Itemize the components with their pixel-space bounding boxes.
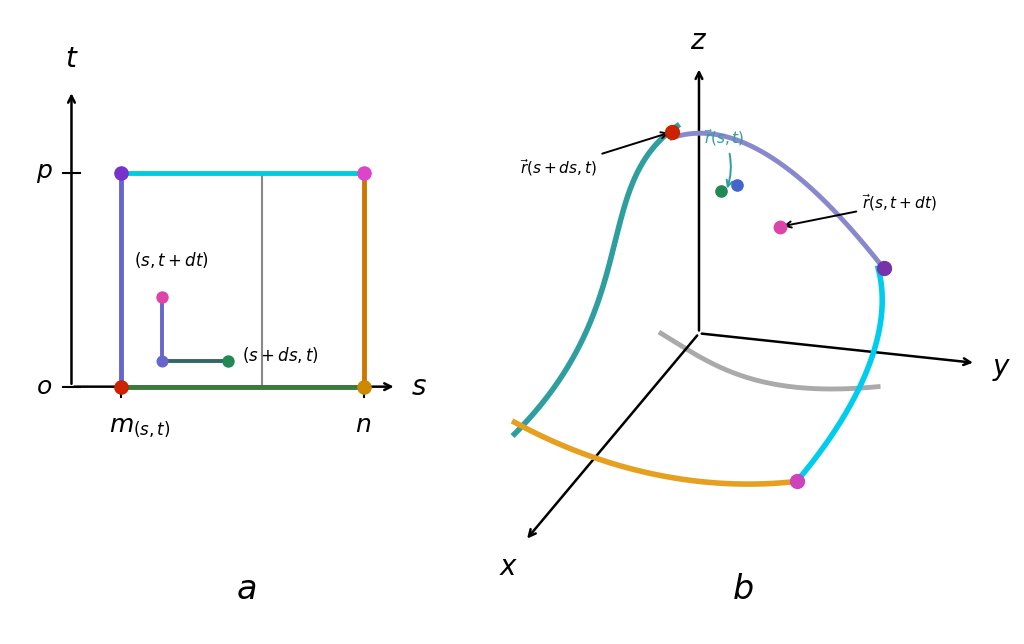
Point (713, 186, 729, 196)
Text: $\vec{r}(s,t+dt)$: $\vec{r}(s,t+dt)$ (785, 193, 937, 227)
Text: $(s+ds, t)$: $(s+ds, t)$ (242, 345, 318, 365)
Point (664, 127, 680, 137)
Text: $\vec{r}(s,t)$: $\vec{r}(s,t)$ (705, 128, 744, 187)
Point (788, 477, 805, 487)
Text: $p$: $p$ (36, 162, 52, 185)
Text: $s$: $s$ (411, 373, 427, 401)
Text: $(s,t)$: $(s,t)$ (133, 419, 170, 439)
Text: $a$: $a$ (236, 573, 256, 606)
Text: $m$: $m$ (109, 413, 133, 437)
Point (113, 168, 129, 178)
Point (154, 292, 170, 302)
Point (355, 381, 372, 392)
Text: $x$: $x$ (500, 553, 519, 580)
Point (113, 381, 129, 392)
Text: $(s, t+dt)$: $(s, t+dt)$ (134, 251, 209, 270)
Point (876, 263, 892, 273)
Text: $o$: $o$ (37, 375, 52, 399)
Point (154, 356, 170, 366)
Point (729, 180, 745, 191)
Text: $n$: $n$ (355, 413, 372, 437)
Point (772, 222, 788, 232)
Text: $\vec{r}(s+ds,t)$: $\vec{r}(s+ds,t)$ (520, 132, 667, 178)
Text: $t$: $t$ (65, 44, 79, 73)
Point (355, 168, 372, 178)
Point (219, 356, 236, 366)
Text: $b$: $b$ (731, 573, 754, 606)
Text: $z$: $z$ (690, 27, 708, 55)
Text: $y$: $y$ (992, 355, 1012, 383)
